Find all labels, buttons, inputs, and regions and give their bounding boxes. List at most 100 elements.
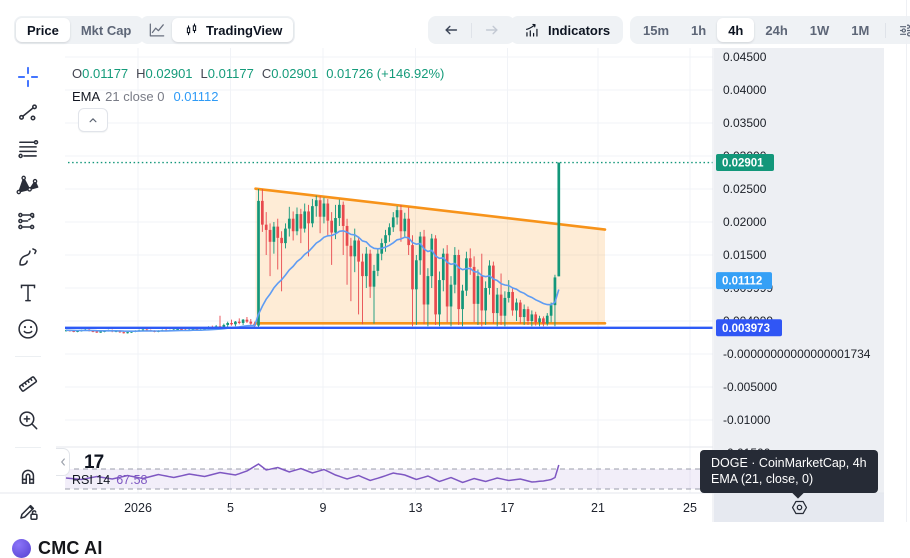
divider [15,447,41,448]
svg-text:-0.005000: -0.005000 [723,380,777,394]
zoom-in-icon [19,411,38,430]
timeframe-4h[interactable]: 4h [717,18,755,42]
svg-text:0.04000: 0.04000 [723,83,767,97]
axis-settings-button[interactable] [786,496,812,518]
page-edge-divider [906,0,907,522]
rsi-value: 67.58 [116,473,148,487]
divider [885,22,887,38]
text-tool[interactable] [11,278,45,308]
indicators-icon [525,23,538,37]
measure-tool[interactable] [11,369,45,399]
high-label: H [136,66,146,81]
xabcd-pattern-icon [16,175,39,195]
close-value: 0.02901 [271,66,319,81]
drawing-toolbar [0,46,56,526]
ema-params: 21 close 0 [105,89,165,104]
ema-value-badge: 0.01112 [716,272,772,290]
emoji-icon [18,319,38,339]
trend-line-icon [19,104,37,121]
chart-type-toggle: TradingView [140,16,296,44]
axis-corner-cell[interactable] [714,493,884,522]
svg-text:-0.00000000000000001734: -0.00000000000000001734 [723,347,871,361]
tradingview-tab[interactable]: TradingView [172,18,294,42]
projection-lines-icon [18,212,37,230]
rsi-legend: RSI 14 67.58 [72,473,148,487]
divider [15,356,41,357]
svg-text:0.03500: 0.03500 [723,116,767,130]
svg-text:13: 13 [409,501,423,515]
price-tab[interactable]: Price [16,18,70,42]
svg-text:2026: 2026 [124,501,152,515]
divider [471,22,472,38]
open-label: O [72,66,83,81]
high-value: 0.02901 [145,66,193,81]
pattern-tool[interactable] [11,170,45,200]
main-pane [65,162,607,334]
timeframe-15m[interactable]: 15m [643,22,670,38]
indicators-button[interactable]: Indicators [512,18,621,42]
svg-text:0.01500: 0.01500 [723,248,767,262]
svg-text:0.003973: 0.003973 [722,323,770,335]
indicators-group: Indicators [510,16,624,44]
ema-name: EMA [72,89,101,104]
sidebar-collapse-tab[interactable] [56,448,70,476]
candlestick-chart-icon [186,22,197,35]
magnet-icon [21,469,35,484]
history-nav [428,16,515,44]
svg-text:25: 25 [683,501,697,515]
timeframe-24h[interactable]: 24h [765,22,788,38]
zoom-in-tool[interactable] [11,405,45,435]
chevron-up-icon [89,118,97,123]
svg-text:0.02500: 0.02500 [723,182,767,196]
ohlc-legend: O0.01177 H0.02901 L0.01177 C0.02901 0.01726 … [72,66,452,81]
brush-icon [19,248,37,266]
emoji-tool[interactable] [11,314,45,344]
cmc-ai-icon [12,539,31,558]
timeframe-1w[interactable]: 1W [809,22,830,38]
tooltip-line-1: DOGE · CoinMarketCap, 4h [711,456,867,470]
low-label: L [200,66,208,81]
support-level-badge: 0.003973 [716,319,782,337]
tooltip-line-2: EMA (21, close, 0) [711,471,814,486]
fib-lines-icon [18,140,39,159]
line-chart-button[interactable] [142,18,172,42]
fib-retracement-tool[interactable] [11,134,45,164]
timeframe-1m[interactable]: 1M [851,22,870,38]
mktcap-tab[interactable]: Mkt Cap [80,22,132,38]
current-price-badge: 0.02901 [716,154,774,172]
svg-text:0.01112: 0.01112 [722,276,762,288]
price-axis-background[interactable] [714,48,884,493]
brush-tool[interactable] [11,242,45,272]
svg-text:5: 5 [227,501,234,515]
candles-layer [65,162,561,334]
time-axis[interactable]: 2026 5 9 13 17 21 25 [124,501,697,515]
drawing-lock-tool[interactable] [11,496,45,526]
crosshair-icon [17,66,39,88]
magnet-tool[interactable] [11,460,45,490]
crosshair-tool[interactable] [11,62,45,92]
low-value: 0.01177 [207,66,254,81]
trend-line-tool[interactable] [11,98,45,128]
arrow-right-icon [485,25,498,35]
gridlines [65,48,713,493]
timeframe-1h[interactable]: 1h [691,22,707,38]
ruler-icon [18,376,38,392]
svg-text:0.02901: 0.02901 [722,158,764,170]
forward-button[interactable] [477,18,507,42]
ema-value: 0.01112 [173,89,219,104]
svg-text:21: 21 [591,501,605,515]
rsi-line [65,463,560,484]
ema-line [65,229,560,332]
pencil-lock-icon [20,504,38,520]
chart-settings-button[interactable] [891,18,910,42]
back-button[interactable] [436,18,466,42]
indicator-tooltip: DOGE · CoinMarketCap, 4h EMA (21, close,… [700,450,878,493]
text-icon [20,284,36,302]
open-value: 0.01177 [82,66,129,81]
projection-tool[interactable] [11,206,45,236]
tradingview-watermark: 17 [84,452,104,473]
cmc-ai-label: CMC AI [38,538,103,558]
legend-collapse-button[interactable] [78,108,108,132]
